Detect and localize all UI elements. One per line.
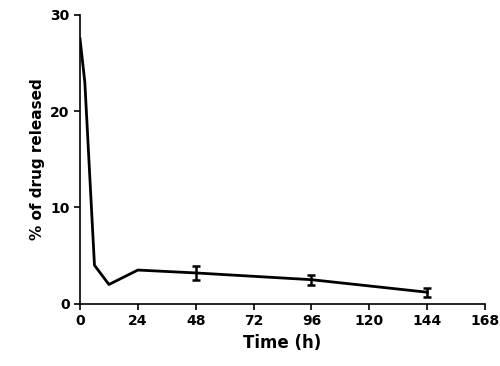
Y-axis label: % of drug released: % of drug released [30, 78, 44, 240]
X-axis label: Time (h): Time (h) [244, 334, 322, 352]
